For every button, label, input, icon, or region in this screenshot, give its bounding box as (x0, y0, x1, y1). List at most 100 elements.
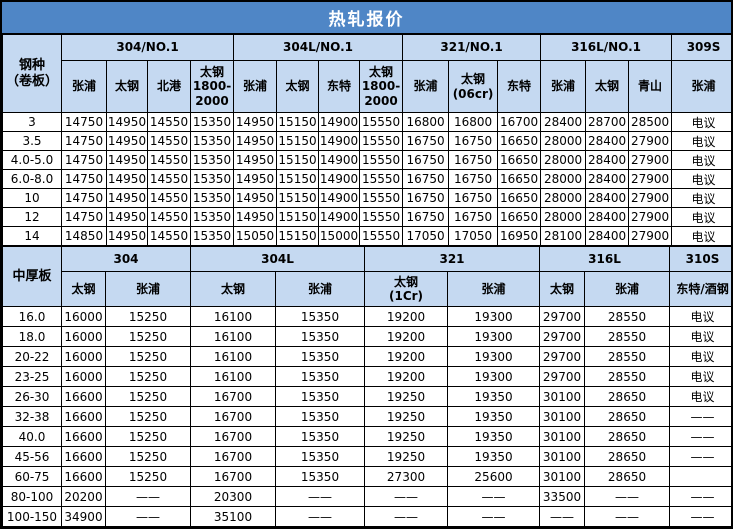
price-cell: 16000 (61, 326, 106, 347)
table-row: 60-75 16600 15250 16700 15350 27300 25600 30100… (2, 466, 731, 487)
price-cell: 28000 (540, 131, 587, 151)
price-cell: 14950 (106, 169, 148, 189)
price-cell: 30100 (539, 446, 586, 467)
thickness-label: 32-38 (2, 406, 62, 427)
price-cell: 15250 (105, 466, 191, 487)
price-cell: 16650 (497, 207, 542, 227)
price-cell: 14950 (233, 207, 278, 227)
price-cell: 28550 (584, 346, 671, 367)
price-cell: 15350 (189, 150, 235, 170)
price-cell: 16600 (61, 446, 106, 467)
grade-group-header: 321/NO.1 (402, 34, 542, 61)
price-cell: 16600 (61, 406, 106, 427)
price-cell: 16700 (190, 406, 276, 427)
price-cell: 14900 (318, 207, 361, 227)
coil-price-table: 钢种 （卷板） 304/NO.1 304L/NO.1 321/NO.1 316L… (2, 34, 731, 246)
price-cell: 15350 (274, 326, 366, 347)
price-cell: 15150 (276, 112, 320, 132)
price-cell: 17050 (448, 226, 499, 246)
grade-group-header: 316L (539, 246, 671, 272)
grade-header-row: 钢种 （卷板） 304/NO.1 304L/NO.1 321/NO.1 316L… (2, 34, 731, 113)
price-cell: 电议 (669, 306, 731, 327)
price-cell: 29700 (539, 346, 586, 367)
price-cell: 15350 (274, 426, 366, 447)
price-cell: 电议 (671, 226, 731, 246)
price-cell: 30100 (539, 406, 586, 427)
mill-header: 北港 (147, 60, 191, 113)
price-cell: 14550 (147, 207, 191, 227)
price-cell: 27900 (628, 169, 673, 189)
mill-header: 太钢 (106, 60, 148, 113)
price-cell: 27900 (628, 226, 673, 246)
plate-price-table: 中厚板 304 304L 321 316L 310S 太钢 张浦 太钢 张浦 太… (2, 246, 731, 526)
price-cell: 14900 (318, 131, 361, 151)
price-cell: 14550 (147, 131, 191, 151)
price-cell: 16100 (190, 306, 276, 327)
price-cell: 15350 (189, 131, 235, 151)
mill-header: 东特 (497, 60, 542, 113)
mill-header: 太钢 1800- 2000 (189, 60, 235, 113)
price-cell: 15250 (105, 386, 191, 407)
price-cell: 15150 (276, 207, 320, 227)
price-cell: 14950 (233, 131, 278, 151)
price-cell: 15350 (274, 386, 366, 407)
price-cell: 14550 (147, 112, 191, 132)
table-row: 14 14850 14950 14550 15350 15050 15150 15000 155… (2, 226, 731, 246)
price-cell: 28550 (584, 306, 671, 327)
price-cell (669, 466, 731, 487)
mill-header-row: 太钢 张浦 太钢 张浦 太钢 (1Cr) 张浦 太钢 张浦 东特/酒钢 (3, 271, 731, 307)
price-cell: 16750 (448, 188, 499, 208)
price-cell: —— (364, 486, 449, 507)
price-cell: 14950 (233, 112, 278, 132)
price-cell: 14750 (61, 188, 107, 208)
price-cell: —— (274, 486, 366, 507)
price-cell: 15350 (274, 406, 366, 427)
price-cell: 30100 (539, 386, 586, 407)
price-cell: 28500 (628, 112, 673, 132)
price-cell: 16800 (402, 112, 450, 132)
price-cell: 15550 (359, 112, 404, 132)
table-row: 12 14750 14950 14550 15350 14950 15150 14900 155… (2, 207, 731, 227)
price-cell: 16100 (190, 366, 276, 387)
price-cell: 15350 (189, 112, 235, 132)
price-cell: 27900 (628, 150, 673, 170)
mill-header: 太钢 (61, 271, 106, 307)
price-cell: 19350 (447, 446, 541, 467)
table-row: 3 14750 14950 14550 15350 14950 15150 14900 1555… (2, 112, 731, 132)
price-cell: 14950 (106, 226, 148, 246)
mill-header: 太钢 (06cr) (448, 60, 499, 113)
mill-header: 张浦 (233, 60, 278, 113)
price-cell: 15250 (105, 346, 191, 367)
price-cell: 28400 (585, 188, 630, 208)
table-row: 100-150 34900 —— 35100 —— —— —— —— —— —— (2, 506, 731, 526)
thickness-label: 20-22 (2, 346, 62, 367)
price-cell: —— (669, 506, 731, 526)
price-cell: 16750 (448, 131, 499, 151)
price-cell: 15150 (276, 188, 320, 208)
price-cell: —— (669, 426, 731, 447)
price-cell: 28650 (584, 446, 671, 467)
thickness-label: 45-56 (2, 446, 62, 467)
thickness-label: 23-25 (2, 366, 62, 387)
price-cell: 28550 (584, 326, 671, 347)
thickness-label: 16.0 (2, 306, 62, 327)
price-cell: 14950 (106, 188, 148, 208)
mill-header: 张浦 (274, 271, 366, 307)
thickness-label: 60-75 (2, 466, 62, 487)
price-cell: 电议 (669, 386, 731, 407)
price-cell: 16750 (448, 207, 499, 227)
price-cell: 16700 (190, 426, 276, 447)
price-cell: 15350 (189, 188, 235, 208)
price-cell: 28400 (585, 207, 630, 227)
price-cell: 15550 (359, 188, 404, 208)
price-cell: 28000 (540, 207, 587, 227)
price-cell: 19300 (447, 326, 541, 347)
price-cell: 16000 (61, 366, 106, 387)
price-cell: 14900 (318, 112, 361, 132)
thickness-label: 3 (2, 112, 62, 132)
price-cell: 19250 (364, 446, 449, 467)
price-cell: 14950 (106, 131, 148, 151)
mill-header: 张浦 (671, 60, 731, 113)
price-cell: 28400 (585, 131, 630, 151)
price-cell: 27900 (628, 188, 673, 208)
